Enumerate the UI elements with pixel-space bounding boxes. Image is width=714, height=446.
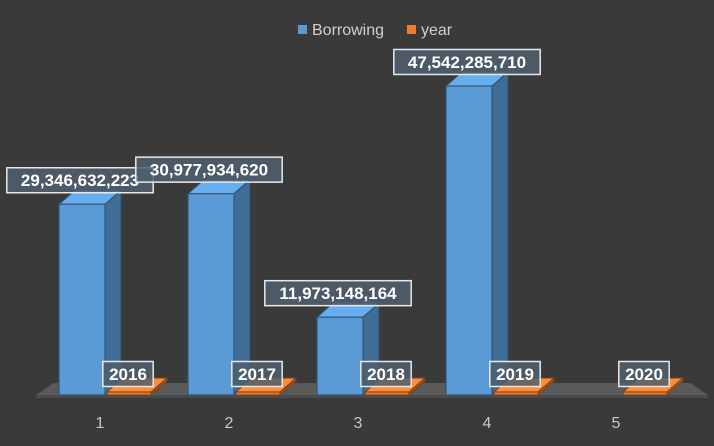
borrowing-data-label-3-text: 11,973,148,164 — [279, 284, 397, 303]
year-data-label-2-text: 2017 — [238, 365, 276, 384]
year-bar-4-front — [493, 391, 539, 396]
borrowing-bar-2-front — [187, 193, 235, 396]
year-bar-5-front — [622, 391, 668, 396]
floor-edge — [36, 395, 708, 398]
borrowing-data-label-4-box — [393, 48, 541, 76]
year-data-label-4: 2019 — [489, 360, 541, 388]
year-data-label-5-box — [618, 360, 670, 388]
borrowing-bar-4-side — [491, 70, 509, 397]
borrowing-bar-2 — [186, 178, 252, 397]
borrowing-data-label-1-text: 29,346,632,223 — [21, 171, 139, 190]
legend-swatch-2 — [407, 25, 416, 34]
plot-area — [57, 70, 685, 397]
borrowing-data-label-2: 30,977,934,620 — [135, 156, 283, 183]
x-tick-label-2: 2 — [225, 415, 234, 432]
year-data-label-1-text: 2016 — [109, 365, 147, 384]
year-bar-1-front — [106, 391, 152, 396]
year-data-label-4-box — [489, 360, 541, 388]
borrowing-bar-1-front — [58, 203, 106, 396]
legend: Borrowing year — [298, 22, 453, 39]
borrowing-bar-1 — [57, 189, 123, 397]
borrowing-bar-4-front — [445, 85, 493, 396]
year-data-label-5-text: 2020 — [625, 365, 663, 384]
x-tick-label-5: 5 — [612, 415, 621, 432]
x-tick-label-4: 4 — [483, 415, 492, 432]
year-data-label-4-text: 2019 — [496, 365, 534, 384]
year-data-label-3-text: 2018 — [367, 365, 405, 384]
borrowing-data-label-4-text: 47,542,285,710 — [408, 53, 526, 72]
year-bar-3-front — [364, 391, 410, 396]
borrowing-data-label-3-box — [264, 279, 412, 307]
year-data-label-1-box — [102, 360, 154, 388]
legend-label-2: year — [421, 22, 453, 39]
borrowing-data-label-2-text: 30,977,934,620 — [150, 161, 268, 180]
year-data-label-5: 2020 — [618, 360, 670, 388]
year-data-label-2: 2017 — [231, 360, 283, 388]
borrowing-data-label-4: 47,542,285,710 — [393, 48, 541, 76]
year-data-label-2-box — [231, 360, 283, 388]
borrowing-data-label-1: 29,346,632,223 — [6, 166, 154, 194]
x-tick-label-1: 1 — [96, 415, 105, 432]
legend-swatch-1 — [298, 25, 307, 34]
year-data-label-3: 2018 — [360, 360, 412, 388]
borrowing-bar-3-front — [316, 316, 364, 396]
x-axis-ticks: 1 2 3 4 5 — [96, 415, 621, 432]
borrowing-data-label-3: 11,973,148,164 — [264, 279, 412, 307]
legend-label-1: Borrowing — [312, 22, 384, 39]
year-bar-2-front — [235, 391, 281, 396]
x-tick-label-3: 3 — [354, 415, 363, 432]
borrowing-bar-4 — [444, 70, 510, 397]
year-data-label-3-box — [360, 360, 412, 388]
borrowing-data-label-2-box — [135, 156, 283, 183]
data-labels: 29,346,632,223 2016 30,977,934,620 2017 11,9… — [6, 48, 670, 388]
year-data-label-1: 2016 — [102, 360, 154, 388]
